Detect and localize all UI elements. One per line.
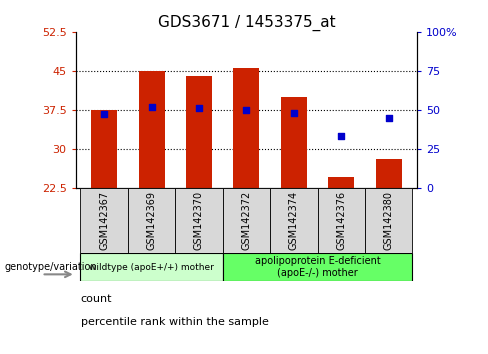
Text: wildtype (apoE+/+) mother: wildtype (apoE+/+) mother [89,263,214,272]
Bar [233,68,260,188]
Point [100,112,108,117]
Text: GSM142372: GSM142372 [242,191,251,250]
Title: GDS3671 / 1453375_at: GDS3671 / 1453375_at [158,14,335,30]
Text: GSM142374: GSM142374 [289,191,299,250]
FancyBboxPatch shape [365,188,412,253]
Point [243,107,250,113]
FancyBboxPatch shape [128,188,175,253]
FancyBboxPatch shape [175,188,223,253]
Bar [281,97,307,188]
Point [337,133,345,139]
Text: GSM142376: GSM142376 [336,191,346,250]
Bar [376,159,402,188]
Point [195,105,203,111]
Bar [328,177,354,188]
Text: GSM142369: GSM142369 [146,191,157,250]
Text: percentile rank within the sample: percentile rank within the sample [81,317,268,327]
FancyBboxPatch shape [270,188,318,253]
FancyBboxPatch shape [223,188,270,253]
Text: apolipoprotein E-deficient
(apoE-/-) mother: apolipoprotein E-deficient (apoE-/-) mot… [255,256,381,278]
Text: count: count [81,294,112,304]
Text: GSM142367: GSM142367 [99,191,109,250]
Text: GSM142380: GSM142380 [384,191,394,250]
FancyBboxPatch shape [223,253,412,281]
Bar [91,110,117,188]
FancyBboxPatch shape [81,188,128,253]
Text: genotype/variation: genotype/variation [5,262,98,272]
FancyBboxPatch shape [81,253,223,281]
Point [385,115,393,120]
Bar [139,71,164,188]
Text: GSM142370: GSM142370 [194,191,204,250]
Point [148,104,156,109]
Bar [186,76,212,188]
Point [290,110,298,116]
FancyBboxPatch shape [318,188,365,253]
